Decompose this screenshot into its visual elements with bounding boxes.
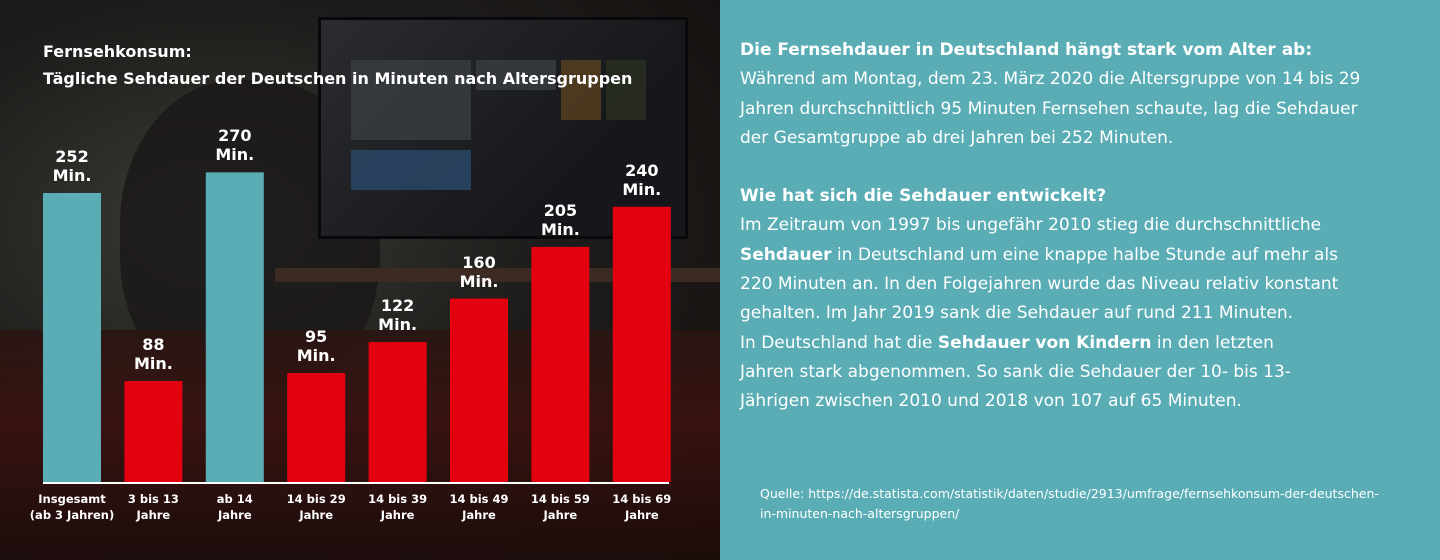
category-line: Jahre xyxy=(543,508,578,522)
unit: Min. xyxy=(215,145,255,165)
value: 205 xyxy=(543,200,578,220)
bar-chart xyxy=(43,172,671,484)
category-line: 3 bis 13 xyxy=(127,492,179,506)
unit: Min. xyxy=(459,271,499,291)
bar xyxy=(287,373,346,482)
description: Die Fernsehdauer in Deutschland hängt st… xyxy=(740,36,1420,417)
background-shelf xyxy=(275,268,720,282)
text: in Deutschland um eine knappe halbe Stun… xyxy=(740,244,1339,324)
value: 95 xyxy=(305,327,328,347)
category-line: 14 bis 29 xyxy=(286,492,346,506)
category-line: 14 bis 59 xyxy=(530,492,590,506)
category-line: Jahre xyxy=(136,508,171,522)
category-line: Insgesamt xyxy=(38,492,106,506)
unit: Min. xyxy=(378,315,418,335)
background-sofa xyxy=(0,330,720,560)
text: Im Zeitraum von 1997 bis ungefähr 2010 s… xyxy=(740,215,1322,236)
value: 252 xyxy=(55,147,89,166)
category-line: Jahre xyxy=(380,508,415,522)
bar xyxy=(450,298,508,482)
category-line: 14 bis 39 xyxy=(368,492,428,506)
value-label: 240 Min. xyxy=(602,161,682,199)
value-label: 95 Min. xyxy=(276,327,356,365)
category-line: ab 14 xyxy=(216,492,253,506)
chart-panel: Fernsehkonsum: Tägliche Sehdauer der Deu… xyxy=(0,0,720,560)
chart-title-line1: Fernsehkonsum: xyxy=(43,42,192,61)
bar xyxy=(368,342,427,482)
bar xyxy=(205,172,264,482)
category-line: Jahre xyxy=(462,508,496,522)
category-label: ab 14 Jahre xyxy=(190,491,280,523)
text-bold: Sehdauer xyxy=(740,244,832,265)
category-label: 14 bis 59 Jahre xyxy=(515,491,605,523)
category-line: Jahre xyxy=(299,508,334,522)
value-label: 270 Min. xyxy=(195,126,275,164)
value-label: 88 Min. xyxy=(113,335,193,373)
category-line: Jahre xyxy=(624,508,659,522)
background-tv xyxy=(318,17,688,239)
value-label: 160 Min. xyxy=(439,253,519,291)
value-label: 205 Min. xyxy=(520,201,600,239)
chart-title: Fernsehkonsum: Tägliche Sehdauer der Deu… xyxy=(43,38,632,92)
category-label: 14 bis 49 Jahre xyxy=(434,491,524,523)
value: 88 xyxy=(142,335,165,355)
unit: Min. xyxy=(133,354,173,374)
unit: Min. xyxy=(52,166,92,185)
value: 270 xyxy=(218,126,252,146)
bar xyxy=(43,193,101,482)
unit: Min. xyxy=(540,219,580,239)
text-bold: Sehdauer von Kindern xyxy=(937,332,1152,353)
value-label: 122 Min. xyxy=(358,296,438,334)
bar xyxy=(124,381,183,482)
paragraph-development: Im Zeitraum von 1997 bis ungefähr 2010 s… xyxy=(740,211,1355,328)
category-label: 14 bis 69 Jahre xyxy=(597,491,687,523)
category-line: (ab 3 Jahren) xyxy=(29,508,115,522)
unit: Min. xyxy=(296,346,336,366)
value-label: 252 Min. xyxy=(32,147,112,185)
unit: Min. xyxy=(622,179,662,199)
heading-age: Die Fernsehdauer in Deutschland hängt st… xyxy=(740,40,1313,60)
text: In Deutschland hat die xyxy=(740,332,938,353)
category-label: 14 bis 39 Jahre xyxy=(353,491,443,523)
bar xyxy=(612,206,671,482)
heading-development: Wie hat sich die Sehdauer entwickelt? xyxy=(740,186,1107,207)
text: in den letzten Jahren stark abgenommen. … xyxy=(740,332,1291,412)
category-line: 14 bis 49 xyxy=(449,492,509,506)
category-label: Insgesamt (ab 3 Jahren) xyxy=(27,491,117,523)
value: 122 xyxy=(380,296,415,316)
paragraph-children: In Deutschland hat die Sehdauer von Kind… xyxy=(740,329,1310,417)
category-line: Jahre xyxy=(217,508,252,522)
category-label: 14 bis 29 Jahre xyxy=(271,491,361,523)
category-label: 3 bis 13 Jahre xyxy=(108,491,198,523)
bar xyxy=(531,246,590,482)
source-link[interactable]: Quelle: https://de.statista.com/statisti… xyxy=(760,486,1379,521)
paragraph-age: Während am Montag, dem 23. März 2020 die… xyxy=(740,69,1361,148)
chart-title-line2: Tägliche Sehdauer der Deutschen in Minut… xyxy=(43,69,633,88)
value: 240 xyxy=(625,160,659,180)
value: 160 xyxy=(462,252,496,272)
category-line: 14 bis 69 xyxy=(612,492,672,506)
